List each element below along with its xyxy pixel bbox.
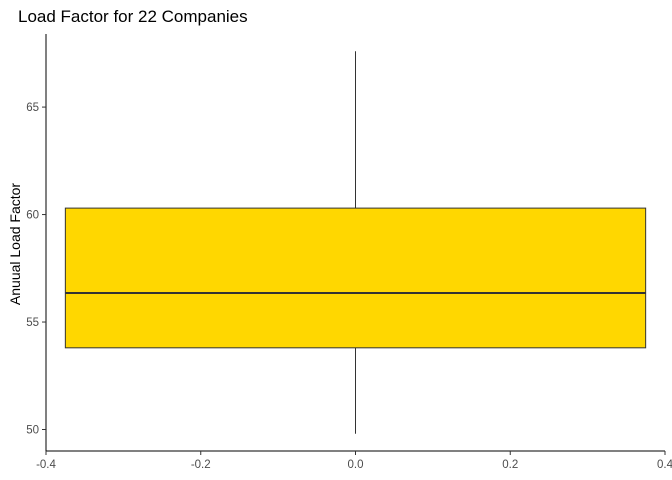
y-axis-ticks: 50 55 60 65 <box>26 102 46 437</box>
x-tick-label: 0.2 <box>502 459 518 471</box>
x-tick-label: -0.4 <box>36 459 56 471</box>
y-tick-label: 55 <box>26 317 39 329</box>
y-axis-title: Anuual Load Factor <box>7 183 23 306</box>
x-tick-label: 0.4 <box>657 459 672 471</box>
chart-title: Load Factor for 22 Companies <box>18 7 248 26</box>
iqr-box <box>64 207 647 349</box>
x-axis-ticks: -0.4 -0.2 0.0 0.2 0.4 <box>36 451 672 471</box>
y-tick-label: 50 <box>26 425 39 437</box>
plot-area <box>64 51 647 434</box>
y-tick-label: 60 <box>26 210 39 222</box>
x-tick-label: -0.2 <box>191 459 211 471</box>
x-tick-label: 0.0 <box>348 459 364 471</box>
y-tick-label: 65 <box>26 102 39 114</box>
